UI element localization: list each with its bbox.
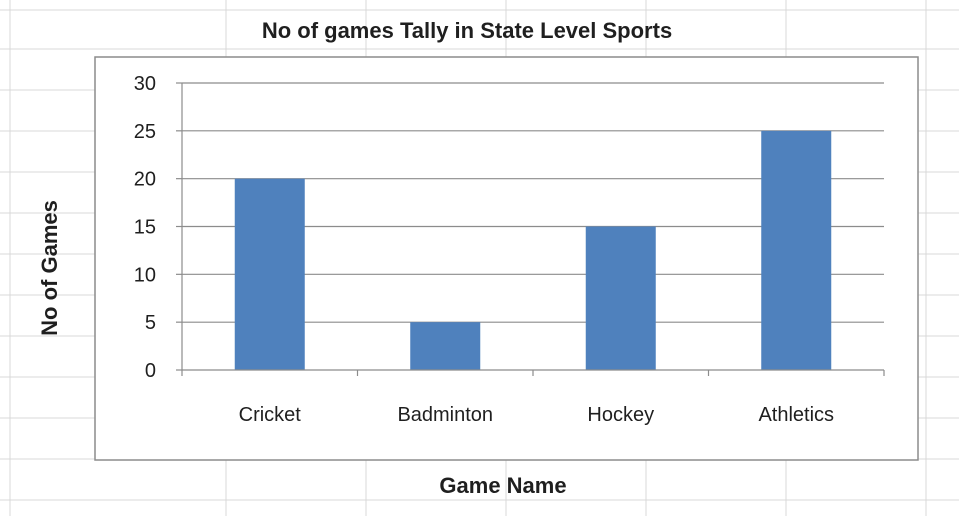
bar-cricket <box>234 178 305 370</box>
y-tick-label: 5 <box>145 312 156 334</box>
y-axis-label: No of Games <box>37 200 62 336</box>
chart-title: No of games Tally in State Level Sports <box>262 18 672 43</box>
bars <box>234 130 832 370</box>
x-axis-label: Game Name <box>439 473 566 498</box>
x-tick-label: Athletics <box>758 404 834 426</box>
y-tick-label: 10 <box>134 264 156 286</box>
y-tick-label: 20 <box>134 169 156 191</box>
x-tick-label: Cricket <box>239 404 302 426</box>
y-tick-label: 15 <box>134 217 156 239</box>
bar-badminton <box>410 322 481 370</box>
bar-athletics <box>761 130 832 370</box>
y-tick-label: 30 <box>134 73 156 95</box>
y-tick-labels: 0 5 10 15 20 25 30 <box>134 73 156 382</box>
x-tick-label: Badminton <box>397 404 493 426</box>
y-tick-label: 25 <box>134 121 156 143</box>
axes <box>181 83 885 376</box>
bar-hockey <box>585 226 656 370</box>
x-tick-label: Hockey <box>587 404 654 426</box>
y-tick-label: 0 <box>145 360 156 382</box>
x-tick-labels: Cricket Badminton Hockey Athletics <box>239 404 834 426</box>
